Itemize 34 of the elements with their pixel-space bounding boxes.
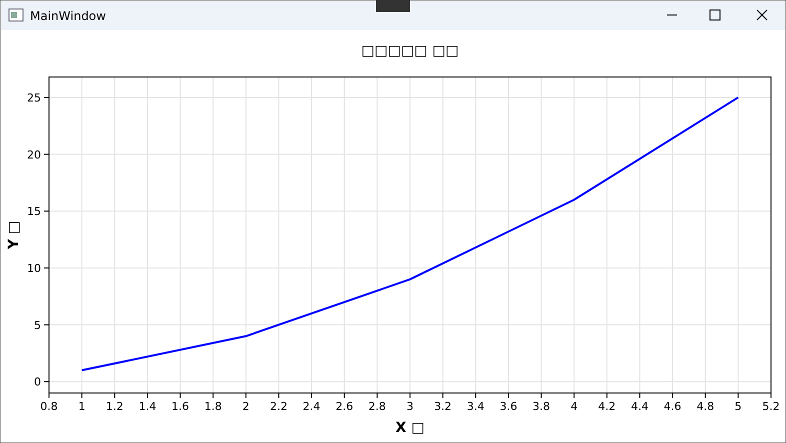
x-tick-label: 3.4 xyxy=(466,400,484,413)
x-tick-label: 3 xyxy=(406,400,414,413)
y-tick-label: 20 xyxy=(27,148,41,162)
x-tick-label: 1.2 xyxy=(106,400,124,413)
x-tick-label: 2.6 xyxy=(336,400,354,413)
y-tick-label: 0 xyxy=(34,376,41,389)
x-tick-label: 1.8 xyxy=(204,400,222,413)
y-axis-title: Y □ xyxy=(6,220,22,250)
chart-title: □□□□□ □□ xyxy=(361,43,459,59)
x-tick-label: 1.4 xyxy=(138,400,156,413)
x-tick-label: 1 xyxy=(78,400,86,413)
x-tick-label: 5 xyxy=(734,400,742,413)
x-tick-label: 4.6 xyxy=(664,400,682,413)
x-tick-label: 2.4 xyxy=(302,400,320,413)
x-axis-title: X □ xyxy=(396,420,424,436)
x-tick-label: 2 xyxy=(242,400,250,413)
text: MainWindow xyxy=(30,9,106,23)
line-series xyxy=(80,96,740,372)
x-tick-label: 5.2 xyxy=(762,400,780,413)
x-tick-label: 3.8 xyxy=(532,400,550,413)
x-tick-label: 4.2 xyxy=(598,400,616,413)
x-tick-label: 1.6 xyxy=(172,400,190,413)
y-tick-label: 5 xyxy=(34,318,41,332)
x-tick-label: 2.8 xyxy=(368,400,386,413)
x-tick-label: 3.6 xyxy=(500,400,518,413)
x-tick-label: 0.8 xyxy=(40,400,58,413)
x-tick-label: 4 xyxy=(570,400,578,413)
x-tick-label: 3.2 xyxy=(434,400,452,413)
x-tick-label: 2.2 xyxy=(270,400,288,413)
y-tick-label: 15 xyxy=(27,205,41,218)
x-tick-label: 4.4 xyxy=(630,400,648,413)
y-tick-label: 10 xyxy=(27,262,41,275)
x-tick-label: 4.8 xyxy=(696,400,714,413)
y-tick-label: 25 xyxy=(27,91,41,104)
